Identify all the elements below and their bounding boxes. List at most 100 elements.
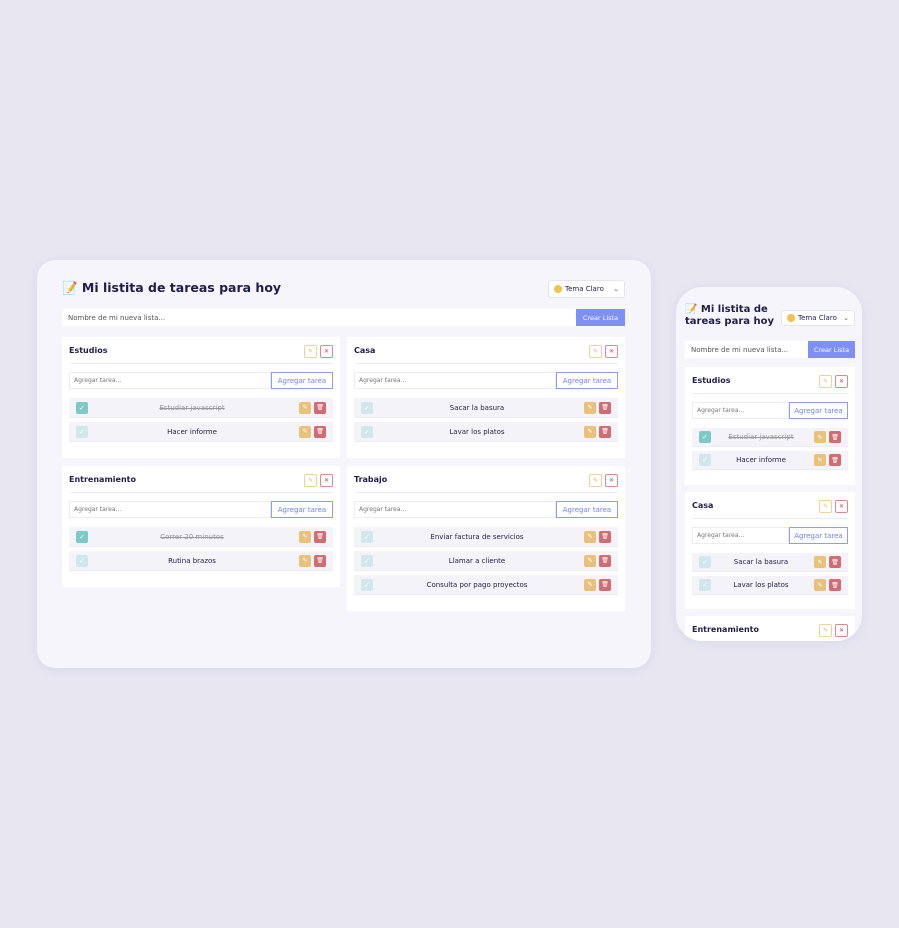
new-list-input[interactable]: Nombre de mi nueva lista...: [685, 341, 808, 358]
edit-task-button[interactable]: ✎: [299, 554, 311, 567]
edit-task-button[interactable]: ✎: [584, 425, 596, 438]
delete-task-button[interactable]: 🗑: [829, 556, 841, 568]
task-checkbox[interactable]: ✓: [361, 554, 373, 567]
add-task-button[interactable]: Agregar tarea: [556, 372, 618, 389]
list-title: Casa: [354, 346, 376, 355]
delete-task-button[interactable]: 🗑: [314, 554, 326, 567]
task-checkbox[interactable]: ✓: [76, 530, 88, 543]
delete-list-button[interactable]: ✕: [835, 624, 848, 637]
add-task-button[interactable]: Agregar tarea: [271, 372, 333, 389]
list-title: Estudios: [692, 376, 731, 385]
edit-task-button[interactable]: ✎: [299, 425, 311, 438]
edit-list-button[interactable]: ✎: [819, 375, 832, 388]
add-task-input[interactable]: [692, 402, 789, 419]
task-checkbox[interactable]: ✓: [699, 431, 711, 443]
edit-task-button[interactable]: ✎: [584, 578, 596, 591]
add-task-button[interactable]: Agregar tarea: [271, 501, 333, 518]
delete-task-button[interactable]: 🗑: [599, 578, 611, 591]
delete-task-button[interactable]: 🗑: [599, 425, 611, 438]
edit-task-button[interactable]: ✎: [299, 530, 311, 543]
delete-task-button[interactable]: 🗑: [829, 454, 841, 466]
task-checkbox[interactable]: ✓: [361, 530, 373, 543]
new-list-form: Nombre de mi nueva lista... Crear Lista: [685, 341, 855, 358]
edit-list-button[interactable]: ✎: [819, 624, 832, 637]
new-list-placeholder: Nombre de mi nueva lista...: [691, 345, 789, 354]
page-title: 📝 Mi listita de tareas para hoy: [685, 304, 774, 327]
theme-select[interactable]: Tema Claro ⌄: [781, 310, 855, 326]
task-row: ✓ Lavar los platos ✎ 🗑: [692, 576, 848, 595]
list-title: Casa: [692, 501, 714, 510]
edit-task-button[interactable]: ✎: [584, 554, 596, 567]
task-row: ✓ Rutina brazos ✎ 🗑: [69, 551, 333, 571]
list-card: Estudios ✎✕ Agregar tarea✓Estudiar javas…: [685, 367, 855, 485]
task-row: ✓ Sacar la basura ✎ 🗑: [692, 553, 848, 572]
task-checkbox[interactable]: ✓: [76, 554, 88, 567]
edit-list-button[interactable]: ✎: [819, 500, 832, 513]
task-name: Rutina brazos: [168, 556, 216, 565]
edit-task-button[interactable]: ✎: [814, 454, 826, 466]
delete-task-button[interactable]: 🗑: [314, 401, 326, 414]
task-checkbox[interactable]: ✓: [361, 425, 373, 438]
list-title: Entrenamiento: [692, 625, 759, 634]
theme-label: Tema Claro: [565, 285, 604, 293]
list-card: Casa ✎✕ Agregar tarea✓Sacar la basura✎🗑✓…: [347, 337, 625, 458]
list-title: Entrenamiento: [69, 475, 136, 484]
add-task-input[interactable]: [692, 527, 789, 544]
delete-task-button[interactable]: 🗑: [829, 579, 841, 591]
delete-list-button[interactable]: ✕: [605, 474, 618, 487]
task-checkbox[interactable]: ✓: [699, 454, 711, 466]
delete-list-button[interactable]: ✕: [835, 500, 848, 513]
edit-task-button[interactable]: ✎: [814, 556, 826, 568]
task-row: ✓ Hacer informe ✎ 🗑: [692, 451, 848, 470]
theme-label: Tema Claro: [798, 314, 837, 322]
delete-list-button[interactable]: ✕: [605, 345, 618, 358]
add-task-button[interactable]: Agregar tarea: [556, 501, 618, 518]
edit-task-button[interactable]: ✎: [299, 401, 311, 414]
delete-list-button[interactable]: ✕: [320, 474, 333, 487]
smiley-icon: [554, 285, 562, 293]
desktop-view: 📝 Mi listita de tareas para hoy Tema Cla…: [37, 260, 651, 668]
mobile-view: 📝 Mi listita de tareas para hoy Tema Cla…: [676, 287, 862, 641]
task-name: Llamar a cliente: [448, 556, 506, 565]
task-name: Enviar factura de servicios: [430, 532, 524, 541]
task-row: ✓ Enviar factura de servicios ✎ 🗑: [354, 527, 618, 547]
task-checkbox[interactable]: ✓: [76, 425, 88, 438]
task-checkbox[interactable]: ✓: [361, 578, 373, 591]
delete-list-button[interactable]: ✕: [835, 375, 848, 388]
edit-task-button[interactable]: ✎: [584, 530, 596, 543]
task-row: ✓ Llamar a cliente ✎ 🗑: [354, 551, 618, 571]
new-list-input[interactable]: Nombre de mi nueva lista...: [62, 309, 576, 326]
add-task-input[interactable]: [69, 501, 271, 518]
task-name: Lavar los platos: [733, 581, 789, 589]
create-list-button[interactable]: Crear Lista: [576, 309, 625, 326]
add-task-button[interactable]: Agregar tarea: [789, 527, 848, 544]
delete-task-button[interactable]: 🗑: [599, 554, 611, 567]
delete-task-button[interactable]: 🗑: [314, 425, 326, 438]
edit-task-button[interactable]: ✎: [814, 431, 826, 443]
task-checkbox[interactable]: ✓: [699, 579, 711, 591]
edit-list-button[interactable]: ✎: [589, 474, 602, 487]
delete-task-button[interactable]: 🗑: [599, 401, 611, 414]
edit-task-button[interactable]: ✎: [584, 401, 596, 414]
edit-list-button[interactable]: ✎: [304, 474, 317, 487]
delete-task-button[interactable]: 🗑: [314, 530, 326, 543]
delete-list-button[interactable]: ✕: [320, 345, 333, 358]
task-name: Sacar la basura: [449, 403, 505, 412]
add-task-input[interactable]: [354, 501, 556, 518]
task-checkbox[interactable]: ✓: [76, 401, 88, 414]
add-task-button[interactable]: Agregar tarea: [789, 402, 848, 419]
add-task-input[interactable]: [69, 372, 271, 389]
task-checkbox[interactable]: ✓: [361, 401, 373, 414]
task-row: ✓ Correr 20 minutos ✎ 🗑: [69, 527, 333, 547]
create-list-button[interactable]: Crear Lista: [808, 341, 855, 358]
list-card: Entrenamiento ✎✕ Agregar tarea✓Correr 20…: [685, 616, 855, 641]
list-card: Trabajo ✎✕ Agregar tarea✓Enviar factura …: [347, 466, 625, 611]
add-task-input[interactable]: [354, 372, 556, 389]
delete-task-button[interactable]: 🗑: [599, 530, 611, 543]
edit-task-button[interactable]: ✎: [814, 579, 826, 591]
edit-list-button[interactable]: ✎: [304, 345, 317, 358]
task-checkbox[interactable]: ✓: [699, 556, 711, 568]
delete-task-button[interactable]: 🗑: [829, 431, 841, 443]
theme-select[interactable]: Tema Claro ⌄: [548, 280, 625, 298]
edit-list-button[interactable]: ✎: [589, 345, 602, 358]
